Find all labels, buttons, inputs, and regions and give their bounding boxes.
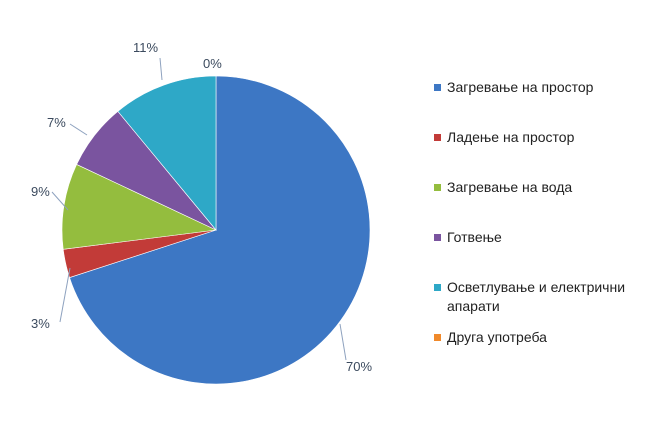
pie-slice-4 [117, 75, 217, 231]
data-label-5: 0% [203, 56, 222, 71]
data-label-1: 3% [31, 316, 50, 331]
legend-item-5: Друга употреба [434, 328, 644, 378]
legend-swatch-5 [434, 334, 441, 341]
legend-item-0: Загревање на простор [434, 78, 644, 128]
data-label-3: 7% [47, 115, 66, 130]
data-label-4: 11% [133, 40, 158, 55]
data-label-0: 70% [346, 359, 372, 374]
legend-swatch-2 [434, 184, 441, 191]
leader-line-1 [59, 267, 71, 323]
legend-item-1: Ладење на простор [434, 128, 644, 178]
leader-line-4 [159, 57, 163, 81]
legend-swatch-4 [434, 284, 441, 291]
legend-label-4: Осветлување и електрични апарати [447, 279, 626, 314]
legend: Загревање на простор Ладење на простор Заг… [434, 78, 644, 378]
legend-label-1: Ладење на простор [447, 129, 575, 145]
legend-item-3: Готвење [434, 228, 644, 278]
legend-swatch-1 [434, 134, 441, 141]
data-label-2: 9% [31, 184, 50, 199]
legend-swatch-0 [434, 84, 441, 91]
leader-line-0 [339, 323, 347, 361]
legend-swatch-3 [434, 234, 441, 241]
legend-label-0: Загревање на простор [447, 79, 594, 95]
legend-label-2: Загревање на вода [447, 179, 573, 195]
leader-line-3 [69, 123, 88, 136]
legend-label-5: Друга употреба [447, 329, 547, 345]
legend-label-3: Готвење [447, 229, 502, 245]
pie-slice-0 [69, 75, 371, 385]
legend-item-2: Загревање на вода [434, 178, 644, 228]
leader-line-2 [51, 191, 69, 211]
legend-item-4: Осветлување и електрични апарати [434, 278, 644, 328]
